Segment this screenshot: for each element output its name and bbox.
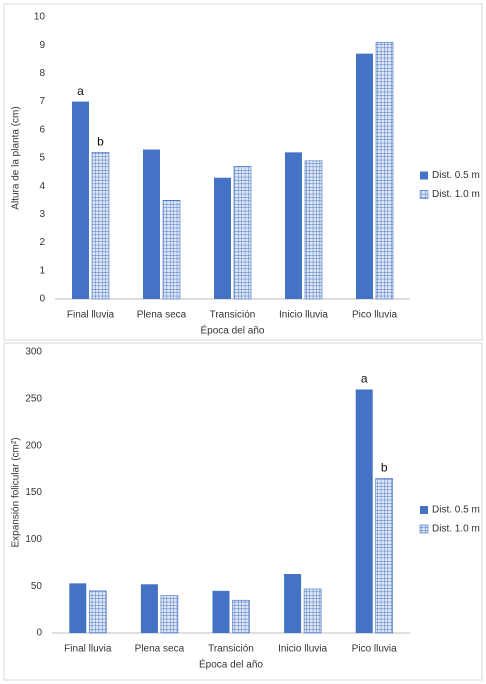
y-tick-label: 3 [39, 209, 45, 220]
y-axis-title: Expansión folicular (cm²) [11, 437, 22, 547]
bar [284, 573, 302, 633]
y-axis-title: Altura de la planta (cm) [11, 106, 22, 209]
bar [375, 42, 394, 300]
y-tick-label: 1 [39, 265, 45, 276]
y-tick-label: 7 [39, 96, 45, 107]
bar [91, 152, 110, 300]
y-tick-label: 5 [39, 153, 45, 164]
legend-swatch [419, 190, 429, 199]
x-tick-label: Transición [210, 310, 256, 321]
bar [303, 588, 322, 634]
x-tick-label: Final lluvia [64, 644, 112, 655]
y-tick-label: 9 [39, 40, 45, 51]
y-tick-label: 250 [25, 393, 42, 404]
bar [140, 584, 158, 633]
y-tick-label: 2 [39, 237, 45, 248]
bar [285, 152, 302, 299]
y-tick-label: 4 [39, 181, 45, 192]
bar [212, 590, 230, 633]
x-tick-label: Pico lluvia [352, 310, 397, 321]
annotation: a [77, 84, 84, 98]
x-tick-label: Final lluvia [67, 310, 115, 321]
y-tick-label: 200 [25, 440, 42, 451]
legend-swatch [419, 524, 429, 534]
y-tick-label: 50 [31, 581, 43, 592]
bar [355, 389, 373, 633]
bar [89, 590, 107, 634]
bar [69, 583, 87, 633]
y-tick-label: 10 [34, 12, 46, 23]
annotation: a [361, 372, 368, 386]
x-axis-title: Época del año [199, 658, 263, 671]
bar [72, 101, 89, 299]
legend-label: Dist. 0.5 m [432, 170, 480, 181]
y-tick-label: 0 [36, 628, 42, 639]
annotation: b [381, 461, 388, 475]
bar [232, 599, 250, 634]
bar [214, 177, 231, 299]
legend-label: Dist. 1.0 m [432, 189, 480, 200]
bar [233, 166, 252, 300]
bar [356, 53, 373, 299]
legend-swatch [420, 506, 428, 514]
x-axis-title: Época del año [201, 324, 265, 337]
chart-frame [3, 342, 483, 681]
x-tick-label: Inicio lluvia [278, 644, 327, 655]
bar [375, 478, 394, 634]
x-tick-label: Plena seca [137, 310, 187, 321]
legend-swatch [420, 171, 428, 180]
y-tick-label: 100 [25, 534, 42, 545]
x-tick-label: Inicio lluvia [279, 310, 328, 321]
bar [304, 160, 323, 300]
legend-label: Dist. 0.5 m [432, 505, 480, 516]
annotation: b [97, 135, 104, 149]
y-tick-label: 150 [25, 487, 42, 498]
bar [160, 595, 179, 634]
legend-label: Dist. 1.0 m [432, 524, 480, 535]
x-tick-label: Plena seca [135, 644, 185, 655]
x-tick-label: Pico lluvia [352, 644, 397, 655]
chart-frame [3, 3, 483, 341]
y-tick-label: 6 [39, 124, 45, 135]
y-tick-label: 300 [25, 347, 42, 358]
bar [143, 149, 160, 299]
x-tick-label: Transición [208, 644, 254, 655]
y-tick-label: 8 [39, 68, 45, 79]
bar [162, 200, 181, 300]
y-tick-label: 0 [39, 294, 45, 305]
